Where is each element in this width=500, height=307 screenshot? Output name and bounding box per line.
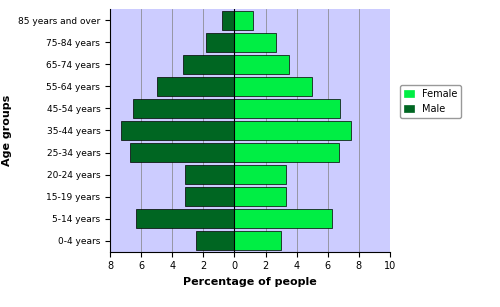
Bar (121, 121, 234, 140)
Bar (234, 209, 332, 228)
Y-axis label: Age groups: Age groups (2, 95, 12, 166)
Bar (184, 165, 234, 184)
Bar (234, 99, 340, 118)
Bar (234, 165, 286, 184)
Bar (183, 55, 234, 74)
Bar (136, 209, 234, 228)
Bar (184, 187, 234, 206)
Bar (206, 33, 234, 52)
Bar (234, 121, 351, 140)
Bar (134, 99, 234, 118)
Bar (234, 143, 339, 162)
Bar (234, 55, 289, 74)
Bar (234, 11, 253, 29)
Bar (130, 143, 234, 162)
Bar (222, 11, 234, 29)
Bar (234, 77, 312, 96)
Bar (234, 231, 281, 250)
Bar (196, 231, 234, 250)
Bar (234, 33, 277, 52)
Legend: Female, Male: Female, Male (400, 85, 461, 118)
Bar (156, 77, 234, 96)
Bar (234, 187, 286, 206)
X-axis label: Percentage of people: Percentage of people (183, 277, 317, 287)
